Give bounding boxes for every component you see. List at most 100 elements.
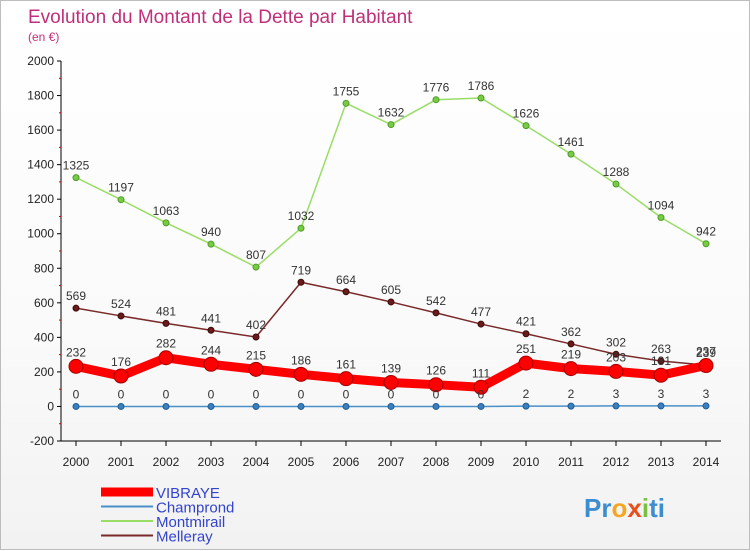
y-tick-label: 800 [34,261,54,275]
point-champrond [612,402,620,410]
x-tick-label: 2014 [693,455,720,469]
data-label-melleray: 664 [336,273,356,287]
point-vibraye [383,374,399,390]
point-melleray [657,357,665,365]
point-champrond [387,402,395,410]
data-label-montmirail: 1325 [63,159,90,173]
point-champrond [567,402,575,410]
point-champrond [207,402,215,410]
data-label-vibraye: 126 [426,364,446,378]
data-label-vibraye: 219 [561,348,581,362]
logo-letter: i [642,493,649,523]
point-melleray [72,304,80,312]
proxiti-logo: Proxiti [584,493,665,523]
y-tick-label: 1000 [27,227,54,241]
data-label-vibraye: 215 [246,348,266,362]
data-label-vibraye: 237 [696,345,716,359]
data-label-champrond: 0 [433,387,440,401]
data-label-melleray: 263 [651,342,671,356]
point-melleray [297,278,305,286]
logo-letter: i [658,493,665,523]
data-label-montmirail: 1032 [288,209,315,223]
point-champrond [702,402,710,410]
point-champrond [252,402,260,410]
point-melleray [477,320,485,328]
x-tick-label: 2004 [243,455,270,469]
data-label-montmirail: 1461 [558,135,585,149]
data-label-melleray: 542 [426,294,446,308]
point-vibraye [203,356,219,372]
point-champrond [477,402,485,410]
point-vibraye [518,355,534,371]
data-label-montmirail: 1288 [603,165,630,179]
point-champrond [432,402,440,410]
data-label-melleray: 605 [381,283,401,297]
point-montmirail [252,263,260,271]
data-label-champrond: 0 [298,387,305,401]
data-label-vibraye: 139 [381,361,401,375]
x-tick-label: 2008 [423,455,450,469]
chart-subtitle: (en €) [28,30,59,44]
point-vibraye [698,358,714,374]
point-melleray [342,288,350,296]
y-tick-label: 600 [34,296,54,310]
logo-letter: r [601,493,611,523]
x-tick-label: 2001 [108,455,135,469]
data-label-vibraye: 176 [111,355,131,369]
y-tick-label: 0 [47,399,54,413]
data-label-vibraye: 161 [336,358,356,372]
data-label-vibraye: 186 [291,353,311,367]
x-tick-label: 2007 [378,455,405,469]
x-tick-label: 2009 [468,455,495,469]
data-label-layer: 0 0 0 0 0 0 0 0 0 0 2 2 3 3 3 569 524 481 441 402 719 664 605 5… [63,79,717,401]
point-montmirail [342,99,350,107]
point-vibraye [428,377,444,393]
point-champrond [522,402,530,410]
x-tick-label: 2003 [198,455,225,469]
x-tick-label: 2012 [603,455,630,469]
data-label-melleray: 302 [606,335,626,349]
x-tick-label: 2006 [333,455,360,469]
point-melleray [207,326,215,334]
data-label-montmirail: 1626 [513,107,540,121]
data-label-vibraye: 244 [201,343,221,357]
point-montmirail [72,174,80,182]
point-montmirail [522,122,530,130]
x-tick-label: 2000 [63,455,90,469]
data-label-melleray: 481 [156,304,176,318]
data-label-vibraye: 203 [606,350,626,364]
point-vibraye [563,361,579,377]
point-montmirail [207,240,215,248]
legend-label-vibraye: VIBRAYE [156,485,220,502]
data-label-champrond: 2 [523,387,530,401]
data-label-montmirail: 940 [201,225,221,239]
data-label-melleray: 524 [111,297,131,311]
axes: -200020040060080010001200140016001800200… [27,54,721,469]
point-vibraye [653,367,669,383]
series-layer [68,94,714,410]
point-melleray [117,312,125,320]
point-vibraye [248,361,264,377]
logo-letter: x [627,493,642,523]
point-montmirail [387,121,395,129]
data-label-champrond: 0 [388,387,395,401]
y-tick-label: 200 [34,365,54,379]
x-tick-label: 2002 [153,455,180,469]
point-vibraye [68,358,84,374]
logo-text: Proxiti [584,493,665,523]
x-tick-label: 2011 [558,455,584,469]
point-montmirail [567,150,575,158]
point-champrond [72,402,80,410]
point-montmirail [162,219,170,227]
point-champrond [162,402,170,410]
point-melleray [612,350,620,358]
data-label-vibraye: 232 [66,345,86,359]
legend-label-montmirail: Montmirail [156,514,225,531]
y-tick-label: 1400 [27,158,54,172]
data-label-vibraye: 251 [516,342,536,356]
y-tick-label: 400 [34,330,54,344]
data-label-vibraye: 282 [156,337,176,351]
